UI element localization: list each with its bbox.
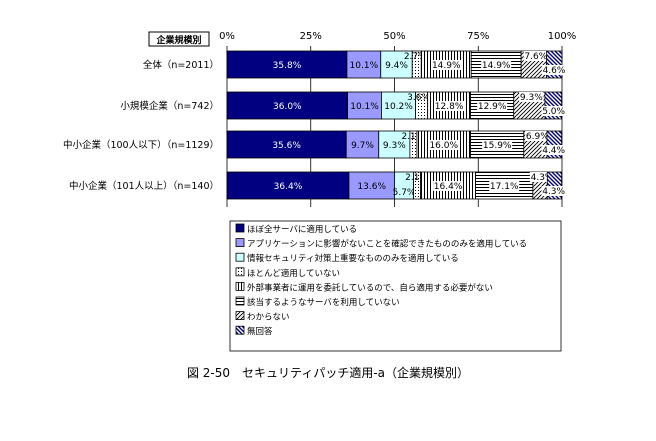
data-label: 16.0%: [429, 141, 458, 151]
bar-segment: [348, 171, 395, 200]
data-label: 16.4%: [434, 182, 463, 192]
category-label: 中小企業（100人以下）（n=1129）: [63, 139, 219, 151]
data-label: 12.9%: [478, 102, 507, 112]
category-label: 小規模企業（n=742）: [120, 100, 219, 112]
data-label-bg: [541, 65, 567, 75]
data-label: 2.7%: [404, 52, 427, 62]
data-label: 2.1%: [405, 173, 428, 183]
legend-label: 情報セキュリティ対策上重要なもののみを適用している: [247, 253, 459, 264]
data-label: 35.6%: [272, 141, 301, 151]
data-label: 5.7%: [393, 188, 416, 198]
data-label-bg: [529, 172, 555, 182]
data-label-bg: [434, 101, 465, 111]
data-label-bg: [541, 186, 566, 196]
data-label-bg: [519, 92, 544, 102]
bar-segment: [381, 91, 417, 120]
bar-segment: [470, 130, 525, 159]
legend-swatch: [235, 267, 245, 277]
data-label: 6.9%: [526, 132, 549, 142]
legend-swatch: [235, 252, 245, 262]
x-tick-label: 50%: [383, 31, 405, 42]
data-label-bg: [481, 60, 512, 70]
legend-swatch: [235, 238, 245, 248]
legend-label: ほぼ全サーバに適用している: [247, 224, 357, 235]
data-label-bg: [431, 60, 462, 70]
data-label-bg: [525, 131, 550, 141]
data-label: 9.3%: [383, 141, 406, 151]
figure-caption: 図 2-50 セキュリティパッチ適用-a（企業規模別）: [186, 366, 469, 380]
data-label-bg: [489, 181, 520, 191]
data-label: 12.8%: [435, 102, 464, 112]
data-label: 9.7%: [351, 141, 374, 151]
data-label: 9.4%: [385, 61, 408, 71]
data-label-bg: [482, 140, 513, 150]
data-label-bg: [541, 145, 566, 155]
data-label: 7.6%: [524, 52, 547, 62]
data-label: 14.9%: [432, 61, 461, 71]
data-label-bg: [523, 51, 549, 61]
x-tick-label: 100%: [548, 31, 577, 42]
data-label: 4.6%: [543, 66, 566, 76]
bar-segment: [345, 130, 380, 159]
category-header-box: [148, 31, 210, 47]
data-label: 5.0%: [542, 107, 565, 117]
data-label: 4.3%: [542, 187, 565, 197]
legend-label: アプリケーションに影響がないことを確認できたもののみを適用している: [247, 239, 527, 250]
data-label: 9.3%: [520, 93, 543, 103]
data-label: 36.0%: [273, 102, 302, 112]
data-label: 2.1%: [401, 132, 424, 142]
data-label: 4.4%: [542, 146, 565, 156]
legend-swatch: [235, 325, 245, 335]
data-label: 4.3%: [531, 173, 554, 183]
bar-segment: [380, 50, 413, 79]
data-label: 14.9%: [482, 61, 511, 71]
legend-box: [229, 220, 562, 352]
data-label: 36.4%: [274, 182, 303, 192]
bar-segment: [226, 130, 347, 159]
data-label: 15.9%: [483, 141, 512, 151]
category-label: 全体（n=2011）: [143, 59, 219, 71]
bar-segment: [378, 130, 411, 159]
legend-label: 無回答: [247, 326, 273, 337]
bar-segment: [420, 171, 476, 200]
data-label: 13.6%: [357, 182, 386, 192]
data-label-bg: [477, 101, 508, 111]
data-label: 35.8%: [273, 61, 302, 71]
legend-label: わからない: [247, 313, 290, 323]
legend-label: 該当するようなサーバを利用していない: [247, 297, 400, 308]
x-tick-label: 0%: [219, 31, 235, 42]
data-label: 10.1%: [350, 61, 379, 71]
data-label: 3.6%: [407, 93, 430, 103]
legend-swatch: [235, 223, 245, 233]
legend-swatch: [235, 296, 245, 306]
category-header: 企業規模別: [155, 34, 201, 46]
category-label: 中小企業（101人以上）（n=140）: [69, 180, 219, 192]
legend-label: ほとんど適用していない: [247, 268, 340, 279]
legend-swatch: [235, 281, 245, 291]
data-label: 10.2%: [384, 102, 413, 112]
data-label-bg: [428, 140, 459, 150]
legend-swatch: [235, 311, 245, 321]
data-label: 10.1%: [350, 102, 379, 112]
bar-segment: [226, 171, 350, 200]
x-tick-label: 25%: [300, 31, 322, 42]
data-label: 17.1%: [490, 182, 519, 192]
bar-segment: [347, 91, 382, 120]
x-tick-label: 75%: [467, 31, 489, 42]
legend-label: 外部事業者に運用を委託しているので、自ら適用する必要がない: [247, 282, 493, 293]
data-label-bg: [433, 181, 464, 191]
data-label-bg: [541, 106, 566, 116]
